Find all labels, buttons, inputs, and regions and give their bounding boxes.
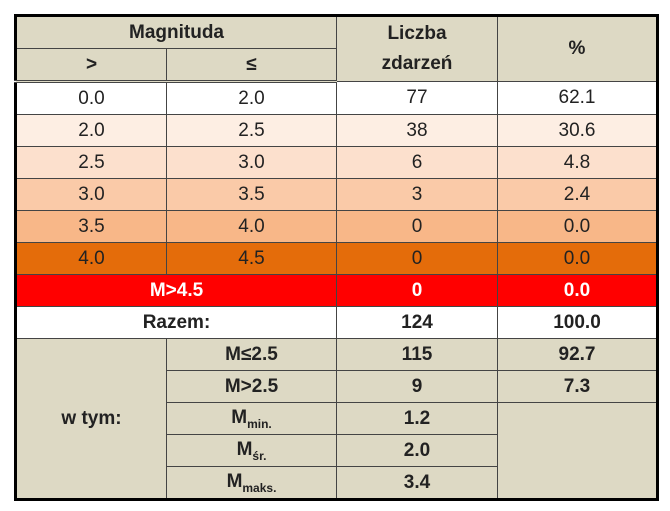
cell: 0.0 — [497, 242, 658, 275]
label: M>2.5 — [224, 375, 279, 397]
table-row: 4.0 4.5 0 0.0 — [15, 242, 658, 275]
table-row: Mmaks. 3.4 — [16, 466, 658, 500]
cell: 1.2 — [336, 402, 498, 435]
cell: M>4.5 — [15, 274, 337, 307]
cell: 0.0 — [497, 274, 658, 307]
table-row: 2.5 3.0 6 4.8 — [15, 146, 658, 179]
label: M≤2.5 — [225, 343, 278, 365]
header-cell: % — [497, 15, 658, 82]
cell: 3.5 — [166, 178, 337, 211]
cell: 2.0 — [336, 434, 498, 467]
table-row: M>2.5 9 7.3 — [16, 370, 658, 403]
header-row: > ≤ — [15, 48, 658, 83]
cell: 4.5 — [166, 242, 337, 275]
table-row: 3.5 4.0 0 0.0 — [15, 210, 658, 243]
cell: 4.0 — [166, 210, 337, 243]
cell: Mmin. — [166, 402, 337, 435]
header-row: Magnituda Liczba zdarzeń % — [15, 15, 658, 82]
label: M — [231, 406, 248, 428]
cell: Mmaks. — [166, 466, 337, 500]
header-cell: ≤ — [166, 48, 337, 83]
table-row: 3.0 3.5 3 2.4 — [15, 178, 658, 211]
table-row: Razem: 124 100.0 — [15, 306, 658, 339]
magnitude-table: Magnituda Liczba zdarzeń % > ≤ 0.0 2.0 77 6… — [14, 14, 659, 501]
cell: 0.0 — [15, 81, 167, 115]
cell: 2.0 — [15, 114, 167, 147]
cell: M>2.5 — [166, 370, 337, 403]
cell: Razem: — [15, 306, 337, 339]
cell: 92.7 — [497, 338, 658, 371]
cell: 3.4 — [336, 466, 498, 500]
cell: 4.8 — [497, 146, 658, 179]
cell: 9 — [336, 370, 498, 403]
cell: 30.6 — [497, 114, 658, 147]
cell: 4.0 — [15, 242, 167, 275]
cell: 2.5 — [166, 114, 337, 147]
cell: 2.4 — [497, 178, 658, 211]
cell: 100.0 — [497, 306, 658, 339]
cell: M≤2.5 — [166, 338, 337, 371]
label: M — [226, 470, 243, 492]
subscript: min. — [247, 416, 272, 431]
label: M — [236, 438, 253, 460]
header-text: Liczba zdarzeń — [381, 23, 453, 74]
header-cell: Magnituda — [15, 15, 337, 49]
cell: 38 — [336, 114, 498, 147]
subscript: maks. — [242, 480, 277, 495]
cell: 2.5 — [15, 146, 167, 179]
table-row: 2.0 2.5 38 30.6 — [15, 114, 658, 147]
table-row: M>4.5 0 0.0 — [15, 274, 658, 307]
cell: 3.5 — [15, 210, 167, 243]
cell: 0 — [336, 274, 498, 307]
cell: 6 — [336, 146, 498, 179]
header-cell: > — [15, 48, 167, 83]
table-row: w tym: M≤2.5 115 92.7 — [15, 338, 658, 500]
header-cell: Liczba zdarzeń — [336, 15, 498, 82]
cell: 62.1 — [497, 81, 658, 115]
cell: 0 — [336, 210, 498, 243]
cell: 77 — [336, 81, 498, 115]
cell: 115 — [336, 338, 498, 371]
empty-cell — [497, 402, 658, 500]
cell: 3 — [336, 178, 498, 211]
table-row: Mśr. 2.0 — [16, 434, 658, 467]
cell: w tym: — [15, 338, 167, 500]
cell: 7.3 — [497, 370, 658, 403]
cell: 0 — [336, 242, 498, 275]
cell: 0.0 — [497, 210, 658, 243]
subscript: śr. — [252, 448, 267, 463]
cell: 124 — [336, 306, 498, 339]
cell: Mśr. — [166, 434, 337, 467]
table-row: 0.0 2.0 77 62.1 — [15, 81, 658, 115]
cell: 3.0 — [15, 178, 167, 211]
cell: 3.0 — [166, 146, 337, 179]
cell: 2.0 — [166, 81, 337, 115]
